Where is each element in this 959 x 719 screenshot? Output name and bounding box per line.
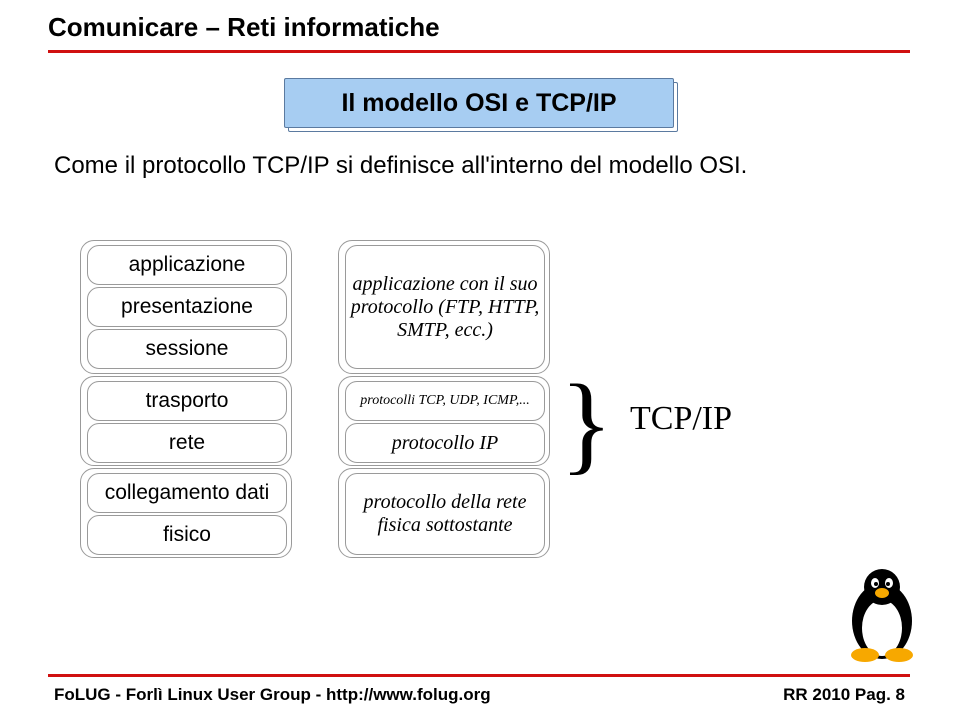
header-underline: [48, 50, 910, 53]
protocol-group-1: applicazione con il suo protocollo (FTP,…: [338, 240, 550, 374]
osi-layer-fisico: fisico: [87, 515, 287, 555]
protocol-group-2: protocolli TCP, UDP, ICMP,... protocollo…: [338, 376, 550, 466]
osi-group-3: collegamento dati fisico: [80, 468, 292, 558]
protocol-transport: protocolli TCP, UDP, ICMP,...: [345, 381, 545, 421]
body-text: Come il protocollo TCP/IP si definisce a…: [54, 150, 747, 181]
brace-icon: }: [560, 368, 613, 478]
subtitle-text: Il modello OSI e TCP/IP: [341, 89, 616, 118]
osi-layer-collegamento-dati: collegamento dati: [87, 473, 287, 513]
subtitle-box: Il modello OSI e TCP/IP: [284, 78, 674, 128]
osi-layer-applicazione: applicazione: [87, 245, 287, 285]
protocol-group-3: protocollo della rete fisica sottostante: [338, 468, 550, 558]
tux-icon: [837, 563, 927, 663]
osi-layer-presentazione: presentazione: [87, 287, 287, 327]
osi-layer-rete: rete: [87, 423, 287, 463]
osi-layer-trasporto: trasporto: [87, 381, 287, 421]
footer-right: RR 2010 Pag. 8: [783, 685, 905, 705]
footer-underline: [48, 674, 910, 677]
osi-group-1: applicazione presentazione sessione: [80, 240, 292, 374]
protocol-application: applicazione con il suo protocollo (FTP,…: [345, 245, 545, 369]
tcpip-label: TCP/IP: [630, 400, 732, 438]
protocol-physical: protocollo della rete fisica sottostante: [345, 473, 545, 555]
protocol-ip: protocollo IP: [345, 423, 545, 463]
footer-left: FoLUG - Forlì Linux User Group - http://…: [54, 685, 491, 705]
osi-group-2: trasporto rete: [80, 376, 292, 466]
osi-layer-sessione: sessione: [87, 329, 287, 369]
page-title: Comunicare – Reti informatiche: [48, 12, 440, 43]
